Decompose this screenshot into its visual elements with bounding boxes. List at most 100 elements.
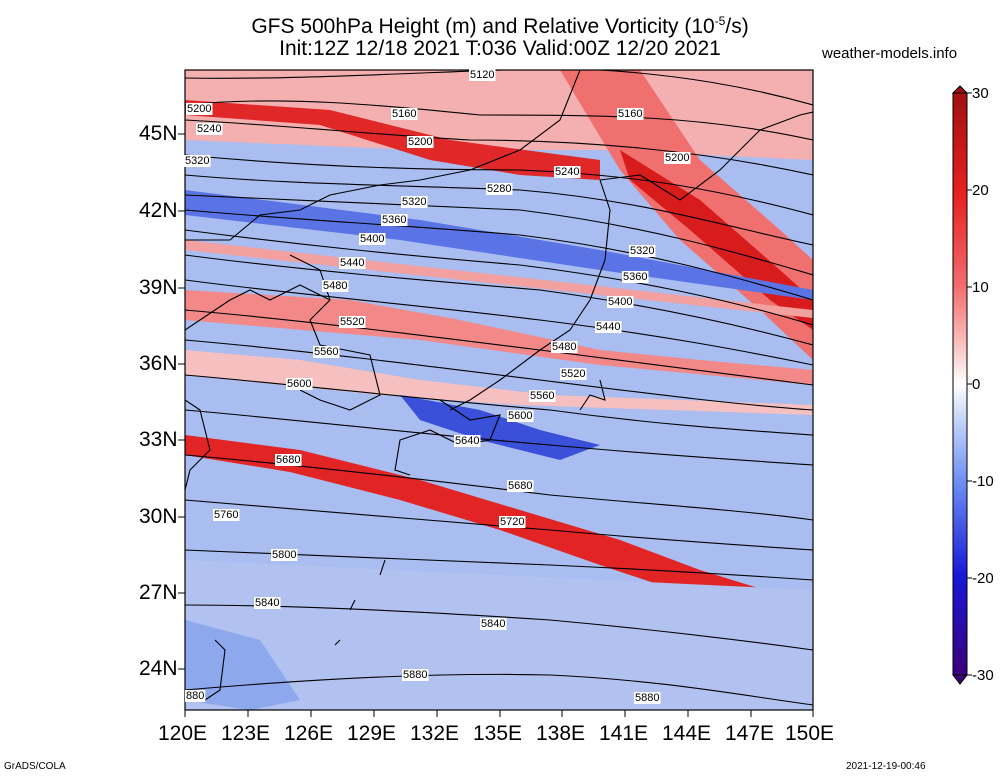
lat-label: 33N — [139, 428, 178, 451]
lon-label: 141E — [599, 722, 649, 745]
lon-label: 123E — [221, 722, 271, 745]
contour-label: 5760 — [214, 509, 238, 521]
contour-label-bg — [286, 378, 313, 390]
contour-label: 5800 — [272, 549, 296, 561]
contour-label: 5360 — [382, 214, 406, 226]
contour-label: 5440 — [340, 257, 364, 269]
lat-label: 42N — [139, 199, 178, 222]
axis-ticks — [178, 133, 814, 717]
contour-label: 5600 — [287, 378, 311, 390]
generation-timestamp: 2021-12-19-00:46 — [846, 761, 926, 772]
contour-label-bg — [486, 183, 513, 195]
contour-label: 5200 — [665, 152, 689, 164]
contour-label-bg — [407, 136, 434, 148]
contour-label: 5280 — [487, 183, 511, 195]
contour-label: 5600 — [508, 410, 532, 422]
contour-label: 5160 — [392, 108, 416, 120]
lon-label: 135E — [473, 722, 523, 745]
contour-label: 5320 — [630, 245, 654, 257]
contour-label: 5160 — [618, 108, 642, 120]
contour-label-bg — [339, 316, 366, 328]
colorbar-top-arrow — [951, 85, 969, 94]
contour-label-bg — [480, 618, 507, 630]
contour-label-bg — [213, 509, 240, 521]
site-credit: weather-models.info — [822, 45, 958, 62]
contour-label-bg — [401, 196, 428, 208]
contour-label: 5520 — [340, 316, 364, 328]
contour-label-bg — [275, 454, 302, 466]
contour-label: 5720 — [500, 516, 524, 528]
contour-label-bg — [529, 390, 556, 402]
contour-label: 5200 — [408, 136, 432, 148]
contour-label: 5480 — [552, 341, 576, 353]
contour-label-bg — [339, 257, 366, 269]
contour-label: 5680 — [276, 454, 300, 466]
contour-label-bg — [634, 692, 661, 704]
colorbar-label: 10 — [972, 279, 989, 296]
contour-label-bg — [622, 271, 649, 283]
contour-label: 5200 — [187, 103, 211, 115]
contour-label: 5840 — [255, 597, 279, 609]
contour-label: 5240 — [197, 123, 221, 135]
contour-label: 5880 — [635, 692, 659, 704]
chart-title-line1: GFS 500hPa Height (m) and Relative Vorti… — [0, 8, 1000, 40]
contour-label: 5440 — [596, 321, 620, 333]
contour-label-bg — [554, 166, 581, 178]
contour-label-bg — [551, 341, 578, 353]
colorbar-label: 0 — [972, 376, 981, 393]
lon-label: 144E — [662, 722, 712, 745]
colorbar-label: 30 — [972, 85, 989, 102]
contour-label-bg — [271, 549, 298, 561]
contour-label: 5400 — [360, 233, 384, 245]
colorbar-label: -10 — [972, 473, 994, 490]
lon-label: 150E — [785, 722, 835, 745]
contour-label-bg — [184, 155, 211, 167]
contour-label-bg — [185, 690, 206, 702]
software-credit: GrADS/COLA — [4, 761, 66, 772]
contour-label-bg — [507, 480, 534, 492]
colorbar-label: -20 — [972, 570, 994, 587]
colorbar — [952, 92, 968, 676]
lon-label: 126E — [284, 722, 334, 745]
contour-label-bg — [499, 516, 526, 528]
title-exponent: -5 — [714, 14, 726, 28]
contour-label-bg — [359, 233, 386, 245]
colorbar-label: 20 — [972, 182, 989, 199]
contour-label: 5320 — [185, 155, 209, 167]
chart-title-line2: Init:12Z 12/18 2021 T:036 Valid:00Z 12/2… — [279, 37, 721, 60]
contour-label-bg — [664, 152, 691, 164]
lat-label: 36N — [139, 352, 178, 375]
contour-label-bg — [607, 296, 634, 308]
lat-label: 30N — [139, 505, 178, 528]
colorbar-ticks — [967, 92, 972, 676]
contour-label-bg — [381, 214, 408, 226]
lat-label: 39N — [139, 276, 178, 299]
contour-label-bg — [313, 346, 340, 358]
lat-label: 45N — [139, 122, 178, 145]
contour-label-bg — [391, 108, 418, 120]
contour-label: 5520 — [561, 368, 585, 380]
lon-label: 120E — [158, 722, 208, 745]
contour-label-bg — [454, 435, 481, 447]
contour-label-bg — [595, 321, 622, 333]
contour-label-bg — [186, 103, 213, 115]
contour-label: 5560 — [314, 346, 338, 358]
contour-label: 5320 — [402, 196, 426, 208]
contour-label: 5400 — [608, 296, 632, 308]
contour-label-bg — [469, 69, 496, 81]
contour-labels: 5120 5160 5160 5200 5200 5200 5240 5240 … — [184, 69, 691, 704]
colorbar-label: -30 — [972, 667, 994, 684]
plot-frame — [184, 69, 814, 711]
contour-label: 880 — [186, 690, 204, 702]
contour-label: 5680 — [508, 480, 532, 492]
lat-label: 24N — [139, 657, 178, 680]
lon-label: 129E — [347, 722, 397, 745]
title-main: GFS 500hPa Height (m) and Relative Vorti… — [251, 15, 715, 38]
contour-label-bg — [617, 108, 644, 120]
contour-label: 5240 — [555, 166, 579, 178]
contour-label: 5640 — [455, 435, 479, 447]
contour-label: 5840 — [481, 618, 505, 630]
contour-label: 5880 — [403, 669, 427, 681]
vorticity-shading — [185, 70, 813, 710]
